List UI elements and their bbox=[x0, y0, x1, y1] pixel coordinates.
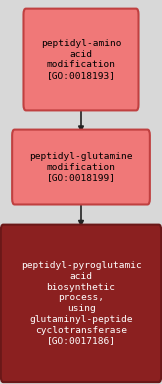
Text: peptidyl-amino
acid
modification
[GO:0018193]: peptidyl-amino acid modification [GO:001… bbox=[41, 39, 121, 80]
Text: peptidyl-pyroglutamic
acid
biosynthetic
process,
using
glutaminyl-peptide
cyclot: peptidyl-pyroglutamic acid biosynthetic … bbox=[21, 261, 141, 346]
FancyBboxPatch shape bbox=[23, 8, 139, 111]
FancyBboxPatch shape bbox=[1, 225, 161, 382]
Text: peptidyl-glutamine
modification
[GO:0018199]: peptidyl-glutamine modification [GO:0018… bbox=[29, 152, 133, 182]
FancyBboxPatch shape bbox=[12, 130, 150, 205]
